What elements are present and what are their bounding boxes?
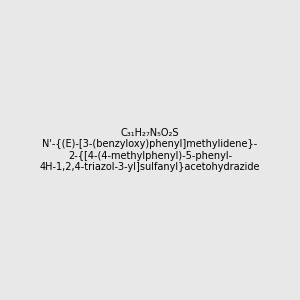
Text: C₃₁H₂₇N₅O₂S
N'-{(E)-[3-(benzyloxy)phenyl]methylidene}-
2-{[4-(4-methylphenyl)-5-: C₃₁H₂₇N₅O₂S N'-{(E)-[3-(benzyloxy)phenyl… (40, 128, 260, 172)
